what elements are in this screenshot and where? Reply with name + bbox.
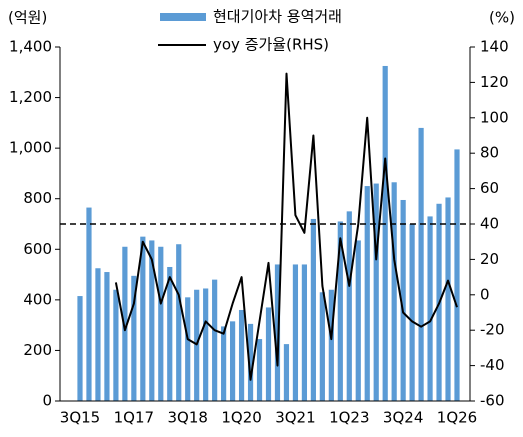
y-tick-label: 400	[23, 290, 52, 308]
bar	[256, 339, 263, 401]
bar	[149, 240, 155, 401]
bar	[95, 268, 101, 401]
bar	[238, 309, 245, 401]
x-tick-label: 3Q21	[275, 409, 315, 427]
bar	[391, 182, 397, 401]
y-tick-label: 1,000	[9, 139, 52, 157]
y2-tick-label: 0	[480, 285, 490, 303]
bar	[86, 207, 92, 401]
y-tick-label: 600	[23, 240, 52, 258]
x-tick-label: 1Q20	[221, 409, 261, 427]
bar	[176, 244, 182, 401]
bar	[454, 149, 460, 401]
y-tick-label: 1,200	[9, 88, 52, 106]
bar	[319, 292, 325, 401]
bar	[445, 197, 451, 401]
bar	[113, 289, 119, 401]
bar	[212, 279, 218, 401]
bar	[400, 199, 406, 401]
y-tick-label: 1,400	[9, 38, 52, 56]
bar	[373, 183, 379, 401]
bar	[283, 344, 290, 401]
bar	[122, 246, 128, 401]
bar	[221, 326, 227, 401]
x-tick-label: 1Q23	[329, 409, 369, 427]
bar	[131, 275, 137, 401]
bar	[418, 127, 424, 402]
y-tick-label: 0	[42, 392, 52, 410]
x-tick-label: 3Q18	[167, 409, 207, 427]
y2-unit-label: (%)	[489, 9, 515, 27]
y2-tick-label: 60	[480, 179, 499, 197]
bar	[77, 296, 83, 401]
bar	[328, 289, 334, 401]
line	[114, 72, 458, 381]
bar	[427, 216, 433, 401]
bar	[185, 297, 191, 401]
legend-label: yoy 증가율(RHS)	[213, 36, 329, 54]
bar	[229, 321, 236, 401]
y2-tick-label: 120	[480, 73, 509, 91]
bar	[301, 264, 308, 401]
bar	[382, 65, 388, 401]
y2-tick-label: 80	[480, 144, 499, 162]
bar	[247, 323, 254, 401]
y-unit-label: (억원)	[8, 9, 47, 27]
bar	[310, 218, 316, 401]
y2-tick-label: 140	[480, 38, 509, 56]
bar	[265, 307, 272, 401]
bar	[274, 264, 281, 401]
bar	[364, 186, 370, 401]
bar	[104, 272, 110, 401]
legend-swatch	[160, 13, 206, 21]
x-tick-label: 1Q17	[114, 409, 154, 427]
y-tick-label: 800	[23, 189, 52, 207]
y2-tick-label: -40	[480, 356, 505, 374]
legend-label: 현대기아차 용역거래	[213, 8, 342, 26]
y2-tick-label: 40	[480, 215, 499, 233]
bar	[203, 288, 209, 401]
y2-tick-label: -20	[480, 321, 505, 339]
x-tick-label: 3Q15	[60, 409, 100, 427]
bar	[337, 221, 343, 401]
bar	[346, 211, 352, 401]
bar	[140, 236, 146, 401]
y-tick-label: 200	[23, 341, 52, 359]
bar	[355, 240, 361, 401]
bar	[158, 246, 164, 401]
bar	[292, 264, 299, 401]
x-tick-label: 3Q24	[383, 409, 423, 427]
y2-tick-label: 20	[480, 250, 499, 268]
y2-tick-label: -60	[480, 392, 505, 410]
x-tick-label: 1Q26	[437, 409, 477, 427]
bar	[409, 224, 415, 401]
y2-tick-label: 100	[480, 108, 509, 126]
bar	[167, 266, 173, 401]
